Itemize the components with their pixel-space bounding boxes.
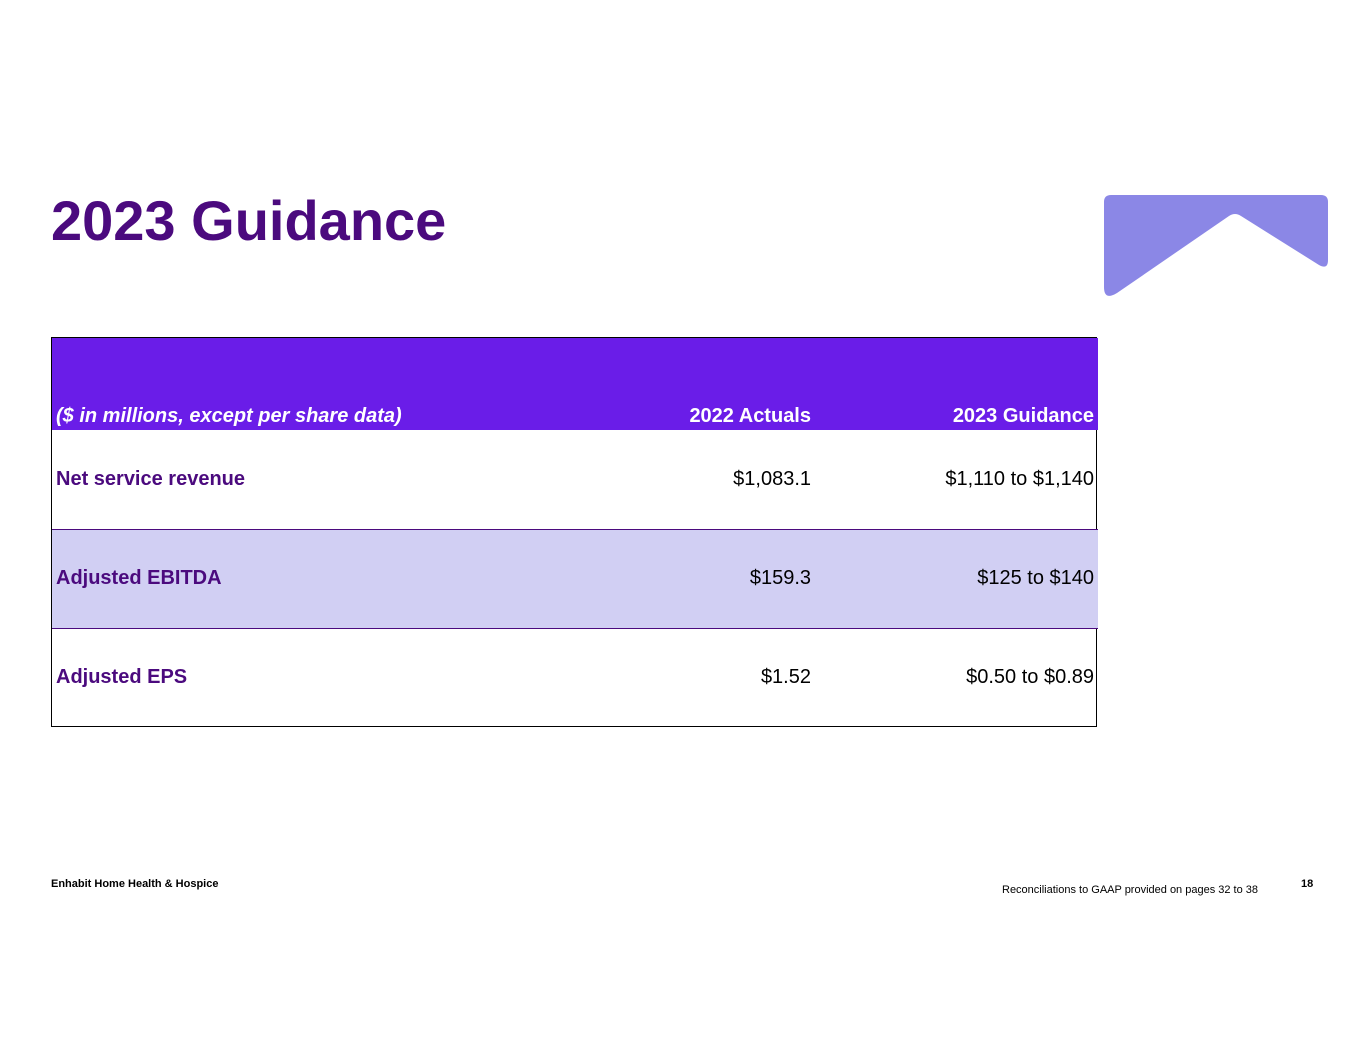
row-label-adjusted-ebitda: Adjusted EBITDA: [52, 528, 634, 628]
row-value-guidance: $1,110 to $1,140: [945, 467, 1094, 490]
footer-company-name: Enhabit Home Health & Hospice: [51, 878, 219, 890]
guidance-table: ($ in millions, except per share data) 2…: [51, 337, 1098, 727]
row-value-actual: $1.52: [634, 627, 815, 727]
table-row: Adjusted EBITDA $159.3 $125 to $140: [52, 528, 1098, 628]
row-label-adjusted-eps: Adjusted EPS: [52, 627, 634, 727]
row-value-actual: $1,083.1: [733, 467, 811, 490]
row-label-net-service-revenue: Net service revenue: [56, 467, 246, 490]
page-title: 2023 Guidance: [51, 189, 447, 252]
header-2022-actuals: 2022 Actuals: [689, 405, 811, 427]
table-row: Net service revenue $1,083.1 $1,110 to $…: [52, 430, 1098, 529]
row-value-guidance: $125 to $140: [815, 528, 1098, 628]
table-header-row: ($ in millions, except per share data) 2…: [52, 338, 1098, 430]
header-2023-guidance: 2023 Guidance: [952, 405, 1094, 427]
page-number: 18: [1301, 878, 1314, 890]
header-units-label: ($ in millions, except per share data): [56, 405, 402, 427]
chevron-shape-icon: [1104, 195, 1328, 296]
footer-reconciliation-note: Reconciliations to GAAP provided on page…: [1002, 884, 1259, 896]
row-value-actual: $159.3: [634, 528, 815, 628]
row-value-guidance: $0.50 to $0.89: [815, 627, 1098, 727]
table-row: Adjusted EPS $1.52 $0.50 to $0.89: [52, 627, 1098, 727]
